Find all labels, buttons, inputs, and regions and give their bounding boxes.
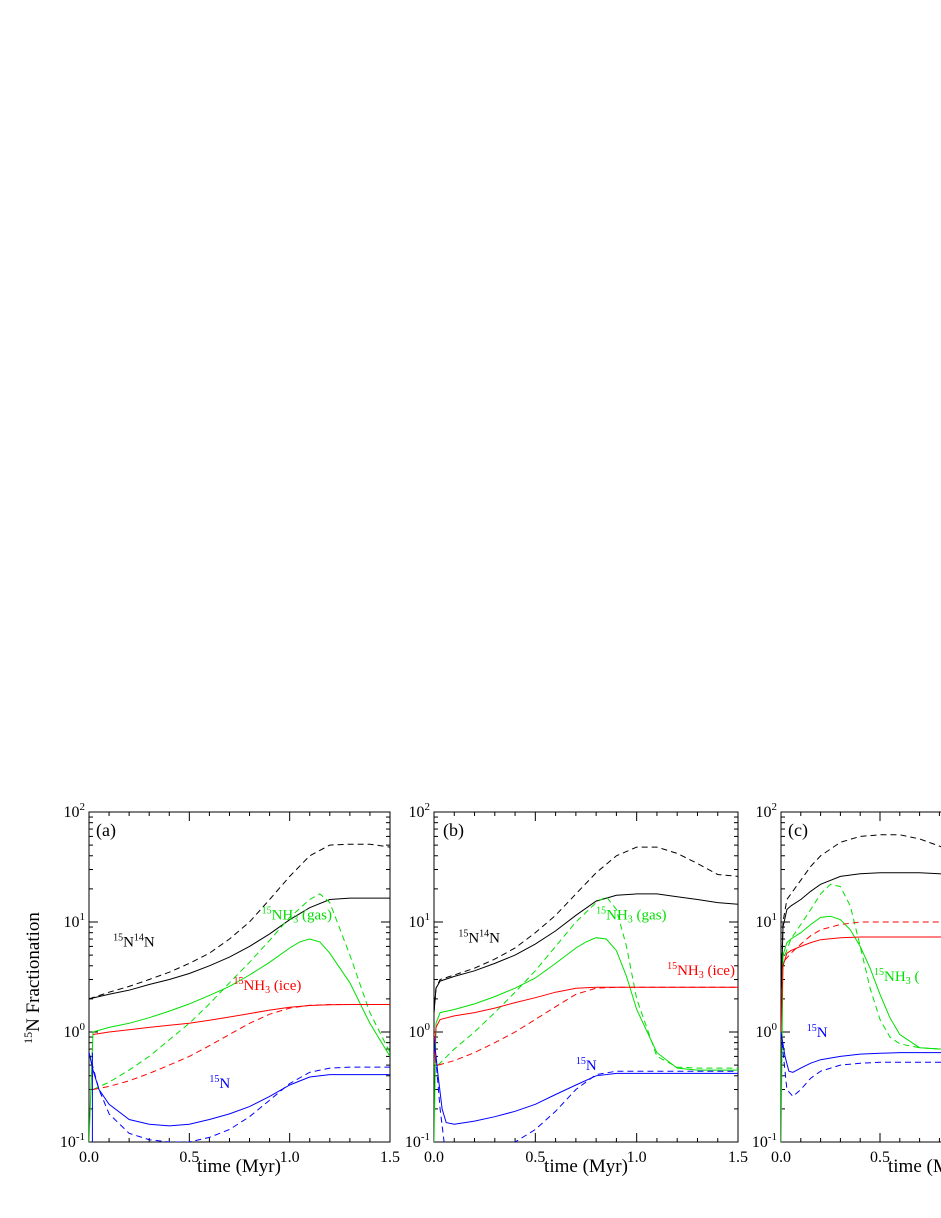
panel-a: (a) time (Myr) 0.0 0.5 1.0 1.5 10-1 100 101 102… <box>60 801 400 1177</box>
series-line <box>781 915 941 1142</box>
series-line <box>434 893 738 1013</box>
y-tick-label: 102 <box>409 801 431 821</box>
y-tick-label: 100 <box>64 1021 86 1041</box>
panel-c-xlabel: time (Myr) <box>888 1156 941 1177</box>
y-tick-label: 102 <box>64 801 86 821</box>
series-line <box>92 1004 390 1090</box>
series-line <box>434 1036 738 1125</box>
x-tick-label: 1.5 <box>380 1149 400 1166</box>
series-annotation: 15N14N <box>458 929 500 947</box>
panel-a-label: (a) <box>96 820 116 841</box>
series-annotation: 15NH3 (gas) <box>262 906 332 926</box>
panel-a-frame <box>88 811 391 1143</box>
series-line <box>92 1004 390 1035</box>
series-line <box>781 1031 941 1098</box>
y-axis-label: 15N Fractionation <box>21 912 44 1044</box>
series-line <box>92 893 390 1090</box>
series-line <box>434 937 738 1142</box>
panel-a-xlabel: time (Myr) <box>197 1156 281 1177</box>
x-tick-label: 0.0 <box>424 1149 444 1166</box>
panel-c-lines <box>781 834 941 1142</box>
series-line <box>89 843 390 1000</box>
panel-c-label: (c) <box>788 820 808 841</box>
y-tick-label: 100 <box>409 1021 431 1041</box>
series-annotation: 15N <box>209 1074 230 1092</box>
panel-b-label: (b) <box>443 820 464 841</box>
x-tick-label: 1.0 <box>280 1149 300 1166</box>
x-tick-label: 0.5 <box>525 1149 545 1166</box>
y-tick-label: 101 <box>409 911 431 931</box>
panel-c-annotations: 15NH3 ( 15N <box>807 967 920 1041</box>
panel-b-xlabel: time (Myr) <box>544 1156 628 1177</box>
y-tick-label: 101 <box>64 911 86 931</box>
y-axis-label-iso: 15 <box>21 1032 35 1044</box>
series-line <box>781 936 941 1033</box>
series-line <box>437 986 738 1066</box>
panel-c: (c) time (Myr) 0.0 0.5 10-1 100 101 102 15NH3… <box>752 801 941 1177</box>
series-annotation: 15NH3 (ice) <box>667 961 735 981</box>
panel-a-annotations: 15N14N 15NH3 (gas) 15NH3 (ice) 15N <box>113 906 332 1092</box>
panel-b-lines <box>434 846 738 1142</box>
series-line <box>784 921 941 961</box>
series-annotation: 15NH3 (ice) <box>233 976 301 996</box>
series-line <box>434 846 738 1013</box>
panel-a-lines <box>89 843 390 1142</box>
series-line <box>89 897 390 1000</box>
panel-c-frame <box>780 811 941 1143</box>
x-tick-label: 1.0 <box>627 1149 647 1166</box>
x-tick-label: 0.5 <box>179 1149 199 1166</box>
x-tick-label: 1.5 <box>728 1149 748 1166</box>
x-tick-label: 0.0 <box>79 1149 99 1166</box>
y-tick-label: 10-1 <box>60 1131 85 1151</box>
y-tick-label: 102 <box>756 801 778 821</box>
y-tick-label: 100 <box>756 1021 778 1041</box>
series-line <box>781 1031 941 1073</box>
series-annotation: 15N <box>576 1056 597 1074</box>
series-line <box>434 1036 738 1142</box>
series-annotation: 15N <box>807 1023 828 1041</box>
series-line <box>781 872 941 999</box>
series-annotation: 15N14N <box>113 932 155 950</box>
series-line <box>784 883 941 1050</box>
panel-b-frame <box>433 811 739 1143</box>
x-tick-label: 0.5 <box>870 1149 890 1166</box>
x-tick-label: 0.0 <box>771 1149 791 1166</box>
panel-a-ticks: 0.0 0.5 1.0 1.5 10-1 100 101 102 <box>60 801 400 1166</box>
series-line <box>781 834 941 999</box>
series-line <box>89 1052 390 1142</box>
panel-b-ticks: 0.0 0.5 1.0 1.5 10-1 100 101 102 <box>405 801 748 1166</box>
series-annotation: 15NH3 (gas) <box>596 906 666 926</box>
panel-b: (b) time (Myr) 0.0 0.5 1.0 1.5 10-1 100 101 102… <box>405 801 748 1177</box>
series-line <box>434 986 738 1066</box>
series-line <box>89 1052 390 1127</box>
series-annotation: 15NH3 ( <box>874 967 919 987</box>
panel-b-annotations: 15N14N 15NH3 (gas) 15NH3 (ice) 15N <box>458 906 735 1074</box>
y-tick-label: 10-1 <box>752 1131 777 1151</box>
series-line <box>437 896 738 1069</box>
y-tick-label: 10-1 <box>405 1131 430 1151</box>
y-tick-label: 101 <box>756 911 778 931</box>
series-line <box>89 938 390 1142</box>
y-axis-label-text: N Fractionation <box>23 912 44 1032</box>
